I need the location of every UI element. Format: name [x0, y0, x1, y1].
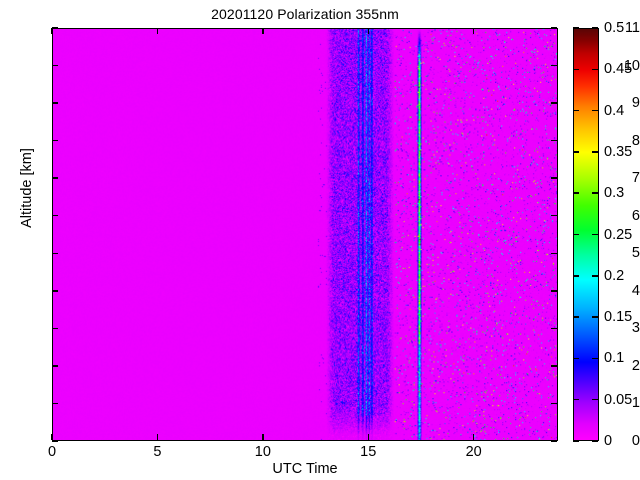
colorbar-tick-mark: [573, 398, 579, 401]
x-tick-mark: [51, 434, 53, 440]
y-tick-mark-right: [551, 139, 557, 142]
x-tick-mark: [156, 434, 159, 440]
y-tick-mark: [52, 102, 58, 104]
colorbar-tick-mark: [592, 151, 598, 153]
colorbar-tick-mark: [573, 316, 579, 318]
y-tick-mark: [52, 139, 58, 142]
x-tick-mark-top: [367, 28, 369, 34]
x-tick-mark-top: [156, 28, 159, 34]
x-tick-mark-top: [262, 28, 264, 34]
y-tick-mark: [52, 440, 58, 442]
colorbar-tick-mark: [592, 316, 598, 318]
x-tick-mark-top: [51, 28, 53, 34]
colorbar-tick-label: 0.05: [604, 391, 633, 408]
x-tick-label: 15: [360, 444, 377, 460]
colorbar-tick-mark: [573, 151, 579, 153]
y-tick-mark-right: [551, 365, 557, 367]
x-tick-mark: [262, 434, 264, 440]
y-tick-mark: [52, 64, 58, 67]
colorbar-tick-mark: [592, 440, 598, 442]
y-tick-mark: [52, 327, 58, 330]
colorbar-tick-mark: [592, 398, 598, 401]
y-tick-mark: [52, 402, 58, 405]
y-tick-mark-right: [551, 102, 557, 104]
colorbar-tick-mark: [573, 440, 579, 442]
colorbar-tick-label: 0.35: [604, 143, 633, 160]
y-tick-label: 3: [631, 320, 640, 337]
y-tick-mark-right: [551, 327, 557, 330]
colorbar-tick-label: 0.5: [604, 20, 625, 36]
y-tick-label: 5: [631, 245, 640, 262]
colorbar-tick-mark: [592, 27, 598, 29]
colorbar-tick-label: 0.25: [604, 226, 633, 243]
colorbar-tick-label: 0.15: [604, 309, 633, 326]
y-tick-mark-right: [551, 27, 557, 29]
chart-title: 20201120 Polarization 355nm: [211, 6, 399, 22]
y-axis-title: Altitude [km]: [19, 148, 35, 228]
colorbar-tick-label: 0.1: [604, 350, 625, 367]
x-tick-label: 5: [153, 444, 162, 460]
y-tick-label: 11: [624, 20, 640, 36]
y-tick-mark: [52, 214, 58, 217]
y-tick-label: 2: [631, 357, 640, 374]
y-tick-label: 8: [631, 132, 640, 149]
colorbar-tick-mark: [592, 275, 598, 277]
y-tick-mark-right: [551, 252, 557, 255]
colorbar-tick-mark: [573, 109, 579, 112]
y-tick-label: 10: [623, 57, 640, 74]
y-tick-label: 0: [631, 433, 640, 449]
x-tick-label: 0: [47, 444, 57, 460]
y-tick-mark-right: [551, 290, 557, 292]
x-axis-title: UTC Time: [272, 461, 338, 477]
x-tick-mark: [472, 434, 475, 440]
y-tick-mark: [52, 252, 58, 255]
y-tick-mark: [52, 290, 58, 292]
colorbar-tick-mark: [573, 233, 579, 236]
y-tick-mark: [52, 27, 58, 29]
x-tick-mark: [367, 434, 369, 440]
colorbar-tick-mark: [573, 68, 579, 71]
y-tick-label: 9: [631, 95, 640, 112]
colorbar-tick-mark: [592, 109, 598, 112]
colorbar-tick-label: 0.4: [604, 102, 625, 119]
colorbar-tick-mark: [573, 275, 579, 277]
y-tick-mark-right: [551, 64, 557, 67]
y-tick-label: 4: [631, 282, 640, 299]
heatmap-plot-area[interactable]: [52, 28, 558, 441]
y-tick-mark: [52, 177, 58, 179]
x-tick-label: 10: [254, 444, 271, 460]
y-tick-label: 6: [631, 207, 640, 224]
y-tick-label: 7: [631, 170, 640, 187]
y-tick-mark: [52, 365, 58, 367]
heatmap-image: [53, 29, 557, 440]
x-tick-label: 20: [465, 444, 482, 460]
x-tick-mark-top: [472, 28, 475, 34]
colorbar-tick-mark: [592, 357, 598, 360]
colorbar-tick-mark: [592, 192, 598, 194]
colorbar-tick-mark: [573, 192, 579, 194]
y-tick-mark-right: [551, 214, 557, 217]
colorbar-tick-label: 0.45: [604, 61, 633, 78]
colorbar-tick-label: 0: [604, 433, 613, 449]
colorbar-tick-mark: [573, 27, 579, 29]
colorbar-tick-mark: [592, 233, 598, 236]
colorbar-tick-mark: [592, 68, 598, 71]
y-tick-mark-right: [551, 440, 557, 442]
colorbar-tick-label: 0.3: [604, 185, 625, 202]
colorbar-tick-label: 0.2: [604, 267, 625, 284]
colorbar-tick-mark: [573, 357, 579, 360]
y-tick-label: 1: [631, 395, 640, 412]
y-tick-mark-right: [551, 177, 557, 179]
y-tick-mark-right: [551, 402, 557, 405]
